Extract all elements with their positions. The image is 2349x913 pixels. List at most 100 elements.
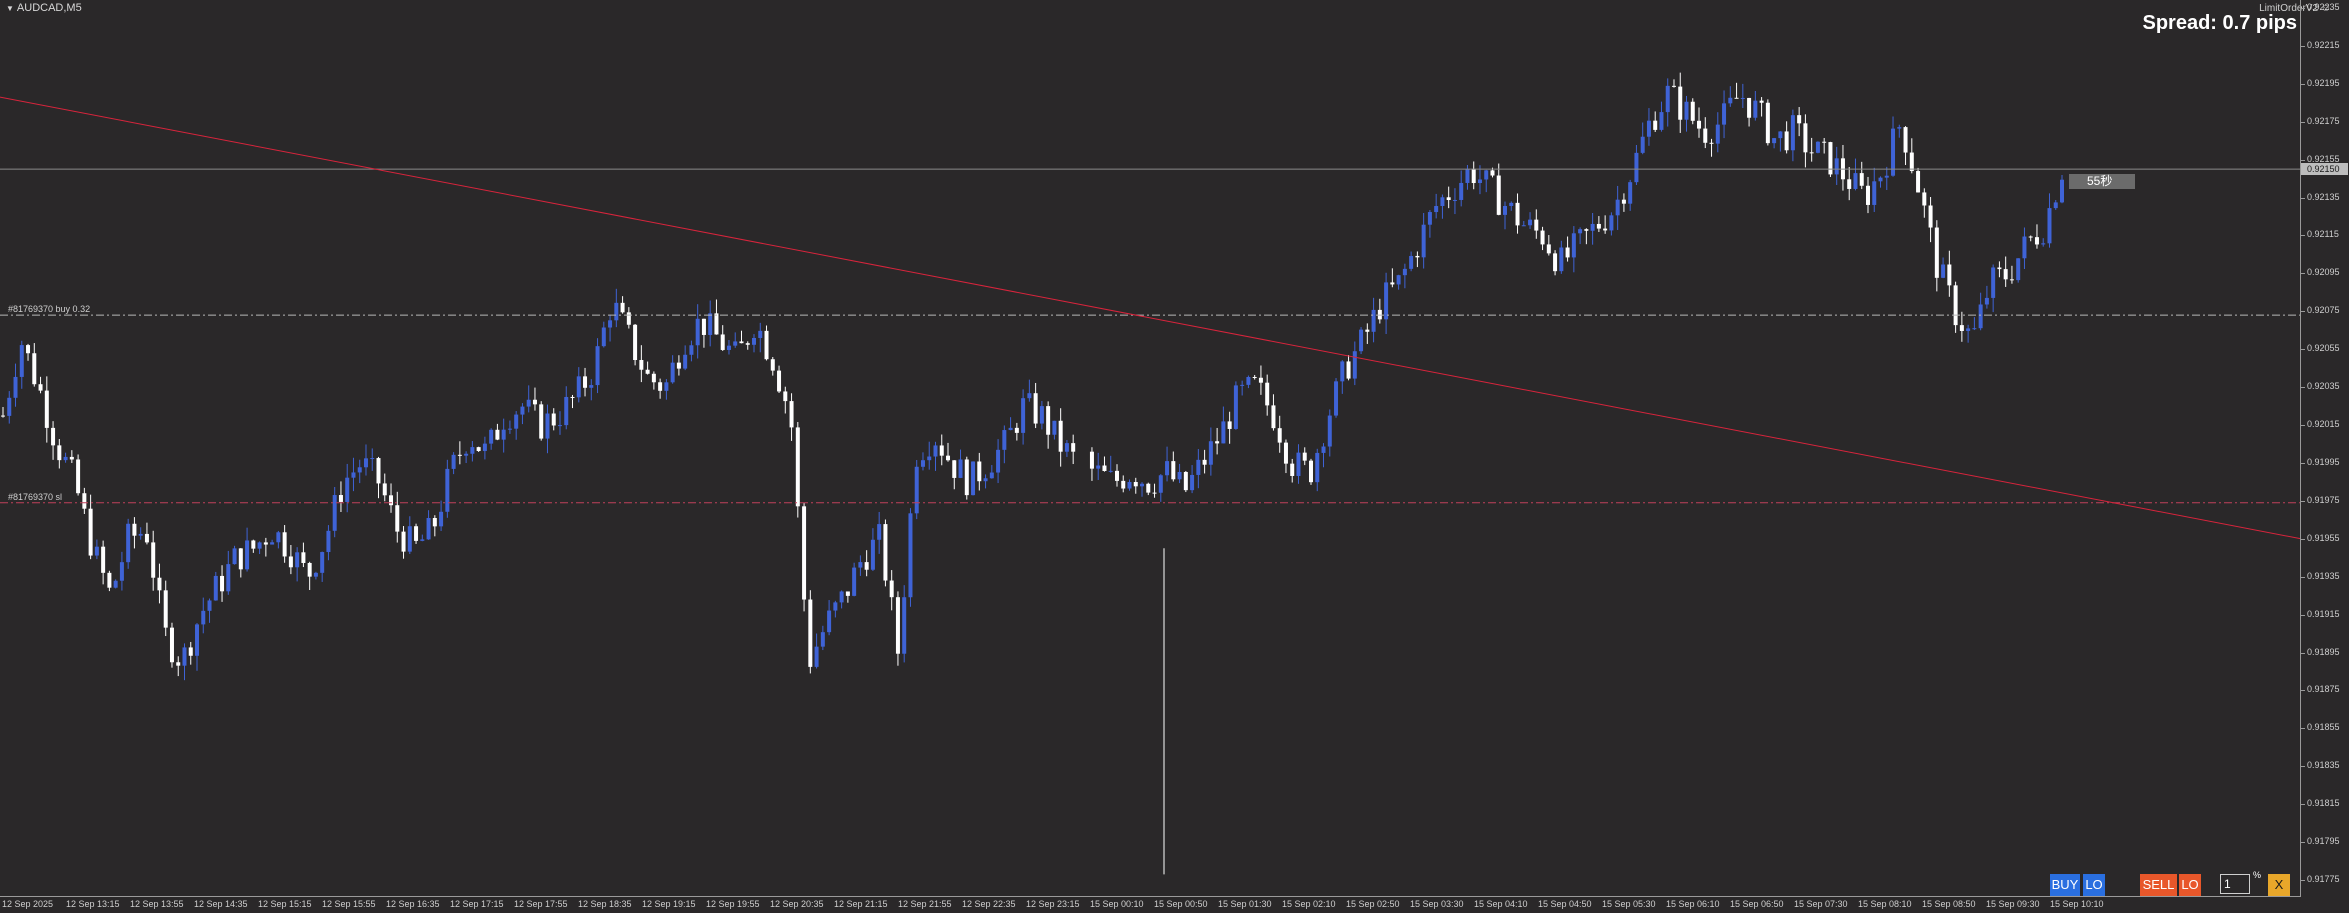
candle-body <box>470 447 475 454</box>
candle-body <box>1728 97 1733 104</box>
candle-body <box>689 345 694 355</box>
candle-body <box>1021 398 1026 433</box>
candle-body <box>82 493 87 509</box>
candle-body <box>983 478 988 482</box>
candle-body <box>119 562 124 581</box>
buy-limit-order-button[interactable]: LO <box>2083 874 2105 896</box>
candle-body <box>526 399 531 407</box>
candle-body <box>1640 136 1645 153</box>
candle-body <box>1140 483 1145 487</box>
candle-body <box>708 313 713 335</box>
candle-body <box>2034 237 2039 245</box>
candle-body <box>570 396 575 398</box>
candle-body <box>1058 420 1063 452</box>
candle-body <box>933 445 938 457</box>
candle-body <box>395 505 400 532</box>
candle-body <box>589 385 594 388</box>
candle-body <box>51 427 56 446</box>
candle-body <box>76 459 81 494</box>
close-panel-button[interactable]: X <box>2268 874 2290 896</box>
candle-body <box>195 624 200 656</box>
candle-body <box>245 540 250 570</box>
time-tick: 12 Sep 17:15 <box>450 899 504 909</box>
candle-body <box>1114 470 1119 481</box>
candle-body <box>1822 141 1827 143</box>
candle-body <box>1621 199 1626 204</box>
collapse-triangle-icon[interactable]: ▼ <box>6 4 14 13</box>
candle-body <box>1327 415 1332 447</box>
candle-body <box>808 599 813 667</box>
candle-body <box>889 580 894 598</box>
sell-button[interactable]: SELL <box>2140 874 2177 896</box>
candle-body <box>2028 236 2033 238</box>
price-tick: 0.91995 <box>2301 456 2340 467</box>
price-tick: 0.92155 <box>2301 153 2340 164</box>
candle-body <box>1359 329 1364 352</box>
candle-body <box>1872 181 1877 205</box>
time-tick: 12 Sep 20:35 <box>770 899 824 909</box>
candle-body <box>439 511 444 527</box>
candle-body <box>1809 152 1814 154</box>
time-axis[interactable]: 12 Sep 2025 12 Sep 13:15 12 Sep 13:55 12 Se… <box>0 896 2301 913</box>
candle-body <box>833 602 838 611</box>
candle-body <box>658 382 663 391</box>
candle-body <box>407 526 412 552</box>
candle-body <box>1891 128 1896 176</box>
candle-body <box>1052 420 1057 435</box>
candle-body <box>1202 459 1207 465</box>
candle-body <box>1396 275 1401 285</box>
buy-button[interactable]: BUY <box>2050 874 2080 896</box>
order-line-label-sl: #81769370 sl <box>8 491 63 502</box>
candle-body <box>989 472 994 479</box>
time-tick: 12 Sep 22:35 <box>962 899 1016 909</box>
candle-body <box>126 523 131 563</box>
candle-body <box>1283 442 1288 464</box>
candle-body <box>176 662 181 666</box>
bar-countdown: 55秒 <box>2069 174 2135 189</box>
candle-body <box>714 313 719 335</box>
trendline[interactable] <box>0 96 2302 540</box>
time-tick: 12 Sep 23:15 <box>1026 899 1080 909</box>
candle-body <box>1208 441 1213 465</box>
candle-body <box>802 506 807 600</box>
candle-body <box>1227 421 1232 429</box>
lot-size-input[interactable] <box>2220 874 2250 894</box>
candle-body <box>1177 471 1182 480</box>
candle-body <box>1 415 5 417</box>
candle-body <box>595 346 600 386</box>
candle-body <box>1565 247 1570 258</box>
time-tick: 15 Sep 06:10 <box>1666 899 1720 909</box>
candle-body <box>1290 463 1295 476</box>
chart-symbol-label: ▼ AUDCAD,M5 <box>6 2 82 14</box>
candle-body <box>151 542 156 578</box>
candle-body <box>564 396 569 426</box>
candle-body <box>601 327 606 347</box>
candle-body <box>1171 461 1176 480</box>
time-tick: 12 Sep 17:55 <box>514 899 568 909</box>
candle-body <box>276 532 281 543</box>
candle-body <box>1803 123 1808 153</box>
candle-body <box>1747 97 1752 118</box>
candle-body <box>1302 452 1307 461</box>
candle-body <box>1440 197 1445 207</box>
sell-limit-order-button[interactable]: LO <box>2179 874 2201 896</box>
candle-body <box>752 337 757 345</box>
price-tick: 0.92215 <box>2301 39 2340 50</box>
candle-body <box>1265 382 1270 406</box>
candle-body <box>1452 199 1457 201</box>
candle-body <box>1127 481 1132 489</box>
price-tick: 0.92115 <box>2301 229 2339 240</box>
candle-body <box>1446 197 1451 201</box>
price-tick: 0.92095 <box>2301 267 2340 278</box>
candle-body <box>1678 86 1683 120</box>
candle-body <box>1753 100 1758 118</box>
candle-body <box>958 459 963 478</box>
candle-body <box>795 427 800 507</box>
candle-body <box>1484 170 1489 180</box>
candle-body <box>1071 443 1076 452</box>
price-axis[interactable]: 0.92235 0.92215 0.92195 0.92175 0.92155 0.921… <box>2300 0 2349 897</box>
candle-body <box>726 345 731 350</box>
candle-body <box>1221 421 1226 444</box>
candle-body <box>1503 205 1508 215</box>
